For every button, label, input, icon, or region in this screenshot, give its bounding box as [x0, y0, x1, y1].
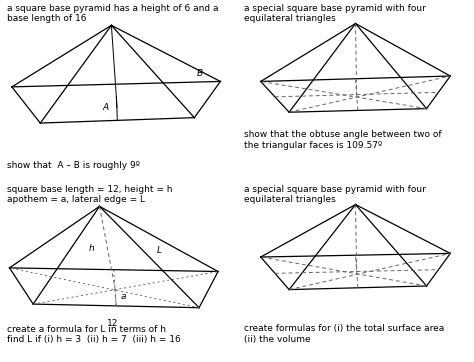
Text: show that the obtuse angle between two of
the triangular faces is 109.57º: show that the obtuse angle between two o…: [244, 130, 442, 150]
Text: a special square base pyramid with four
equilateral triangles: a special square base pyramid with four …: [244, 4, 426, 23]
Text: A: A: [103, 102, 109, 111]
Text: create a formula for L in terms of h
find L if (i) h = 3  (ii) h = 7  (iii) h = : create a formula for L in terms of h fin…: [7, 324, 181, 344]
Text: square base length = 12, height = h
apothem = a, lateral edge = L: square base length = 12, height = h apot…: [7, 185, 173, 204]
Text: show that  A – B is roughly 9º: show that A – B is roughly 9º: [7, 161, 140, 170]
Text: h: h: [88, 244, 94, 253]
Text: B: B: [197, 69, 203, 78]
Text: a: a: [120, 292, 126, 301]
Text: 12: 12: [107, 319, 118, 328]
Text: a square base pyramid has a height of 6 and a
base length of 16: a square base pyramid has a height of 6 …: [7, 4, 219, 23]
Text: L: L: [156, 247, 162, 256]
Text: a special square base pyramid with four
equilateral triangles: a special square base pyramid with four …: [244, 185, 426, 204]
Text: create formulas for (i) the total surface area
(ii) the volume: create formulas for (i) the total surfac…: [244, 324, 444, 344]
